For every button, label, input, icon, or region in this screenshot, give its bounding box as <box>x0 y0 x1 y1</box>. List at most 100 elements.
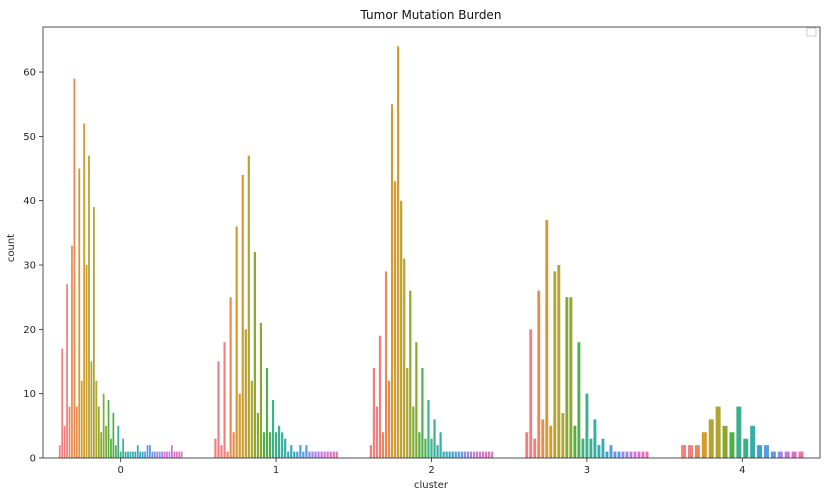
y-tick-label: 40 <box>23 196 36 207</box>
bar <box>144 451 146 458</box>
bar <box>573 425 577 458</box>
bar <box>95 380 98 458</box>
bar <box>88 155 90 458</box>
bar <box>329 451 332 458</box>
bar <box>247 155 250 458</box>
bar <box>141 451 144 458</box>
bar <box>117 425 120 458</box>
x-tick-label: 3 <box>584 465 590 476</box>
bar <box>73 78 76 459</box>
bar <box>102 393 105 458</box>
bar <box>454 451 457 458</box>
bar <box>214 438 217 458</box>
bar <box>268 432 272 458</box>
bar <box>156 451 159 458</box>
bar <box>394 181 397 458</box>
bar <box>460 451 463 458</box>
bar <box>256 412 259 458</box>
bar <box>384 271 388 458</box>
bar <box>71 245 73 458</box>
bar <box>381 432 385 458</box>
bar <box>308 451 311 458</box>
bar <box>491 451 494 458</box>
bar <box>694 445 700 458</box>
bar <box>750 425 756 458</box>
bar <box>529 329 533 458</box>
bar <box>791 451 797 458</box>
bar <box>97 406 100 458</box>
bar <box>722 425 728 458</box>
bar <box>387 380 391 458</box>
x-tick-label: 1 <box>273 465 279 476</box>
bar <box>229 297 232 458</box>
bar <box>129 451 132 458</box>
bar <box>557 265 561 458</box>
bar <box>166 451 168 458</box>
bar <box>609 445 613 458</box>
bar <box>777 451 783 458</box>
bar <box>466 451 469 458</box>
bar <box>418 432 421 458</box>
bar <box>161 451 164 458</box>
bar <box>168 451 171 458</box>
bars-layer <box>58 46 804 459</box>
bar <box>78 168 81 458</box>
y-tick-label: 30 <box>23 261 36 272</box>
bar <box>433 419 436 458</box>
chart-title: Tumor Mutation Burden <box>360 8 502 22</box>
bar <box>481 451 485 458</box>
axes-layer: 0 10 20 30 40 50 60 0 1 2 3 4 <box>23 26 821 476</box>
bar <box>625 451 629 458</box>
bar <box>299 445 302 458</box>
bar <box>323 451 326 458</box>
bar <box>798 451 804 458</box>
bar <box>171 445 173 458</box>
bar <box>175 451 178 458</box>
bar <box>757 445 763 458</box>
bar <box>597 445 601 458</box>
bar <box>375 406 379 458</box>
bar <box>436 445 439 458</box>
bar <box>250 380 253 458</box>
bar <box>688 445 693 458</box>
x-tick-label: 4 <box>739 465 745 476</box>
bar <box>220 445 223 458</box>
bar <box>472 451 476 458</box>
bar <box>134 451 137 458</box>
bar <box>149 445 151 458</box>
bar <box>124 451 127 458</box>
bar <box>132 451 134 458</box>
bar <box>93 207 95 458</box>
bar <box>617 451 621 458</box>
bar <box>335 451 338 458</box>
bar <box>589 438 593 458</box>
bar <box>372 367 375 458</box>
bar <box>621 451 625 458</box>
bar <box>729 432 735 458</box>
bar <box>715 406 721 458</box>
bar <box>369 445 372 458</box>
bar <box>180 451 183 458</box>
bar <box>110 438 112 458</box>
y-tick-label: 0 <box>30 454 36 465</box>
bar <box>743 438 749 458</box>
bar <box>763 445 769 458</box>
bar <box>633 451 637 458</box>
bar <box>613 451 617 458</box>
bar <box>151 451 154 458</box>
bar <box>421 367 424 458</box>
bar <box>681 445 687 458</box>
bar <box>605 451 609 458</box>
bar <box>565 297 569 458</box>
bar <box>158 451 161 458</box>
bar <box>533 438 537 458</box>
bar <box>317 451 320 458</box>
bar <box>320 451 323 458</box>
bar <box>223 342 226 458</box>
legend-box <box>806 27 817 37</box>
bar <box>311 451 314 458</box>
bar <box>226 451 229 458</box>
bar <box>525 432 529 458</box>
